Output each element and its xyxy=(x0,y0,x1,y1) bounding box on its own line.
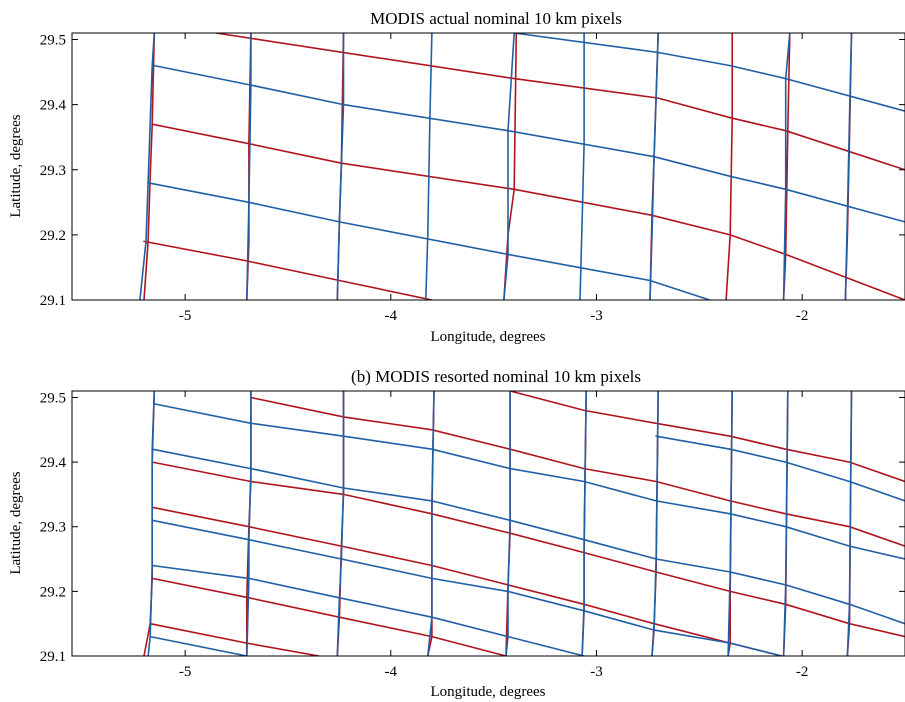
panel-b-series-1-along-lines-6 xyxy=(651,391,660,656)
panel-b-series-1-cross-lines-0 xyxy=(149,635,248,656)
panel-b-ytick-label-2: 29.3 xyxy=(40,520,66,536)
panel-a-series-0-along-lines-5 xyxy=(725,33,734,300)
panel-a-series-1-along-lines-5 xyxy=(579,33,585,300)
panel-b-series-0-cross-lines-1 xyxy=(151,577,507,656)
panel-a-frame xyxy=(71,32,905,301)
panel-b-series-1-cross-lines-3 xyxy=(151,448,905,625)
panel-a-series-1-along-lines-1 xyxy=(246,33,252,300)
panel-b-series-1-cross-lines-4 xyxy=(153,403,905,560)
panel-a-series-1-along-lines-4 xyxy=(503,33,516,300)
panel-b-series-1-along-lines-2 xyxy=(336,391,345,656)
panel-a-series-0-cross-lines-0 xyxy=(143,240,433,300)
panel-a-xtick-label-0: -5 xyxy=(179,308,192,324)
panel-b-ticks: -5 -4 -3 -2 29.1 29.2 29.3 29.4 29.5 xyxy=(40,390,905,680)
panel-b-lines xyxy=(143,391,905,656)
panel-b-series-1-along-lines-0 xyxy=(147,391,156,656)
panel-b-series-1-cross-lines-1 xyxy=(151,564,585,656)
panel-a-series-1-cross-lines-0 xyxy=(147,182,711,300)
panel-a-lines xyxy=(139,33,905,300)
panel-a-series-1-along-lines-8 xyxy=(844,33,853,300)
panel-b-series-1-cross-lines-5 xyxy=(655,435,905,502)
panel-a-ytick-label-1: 29.2 xyxy=(40,228,66,244)
panel-b-ytick-label-4: 29.5 xyxy=(40,390,66,406)
panel-b-ylabel: Latitude, degrees xyxy=(8,471,24,574)
panel-b-series-1-cross-lines-2 xyxy=(151,519,783,656)
panel-b-series-0-cross-lines-4 xyxy=(250,396,905,547)
panel-b-xtick-label-0: -5 xyxy=(179,664,192,680)
panel-b-xlabel: Longitude, degrees xyxy=(431,684,546,700)
panel-a-series-1-along-lines-2 xyxy=(336,33,345,300)
panel-a-ticks: -5 -4 -3 -2 29.1 29.2 29.3 29.4 29.5 xyxy=(40,33,905,324)
panel-b-series-0-cross-lines-3 xyxy=(151,461,905,638)
panel-a-series-1-cross-lines-1 xyxy=(153,64,905,223)
panel-a-series-1-cross-lines-2 xyxy=(513,33,905,112)
panel-a-xtick-label-3: -2 xyxy=(796,308,809,324)
panel-b: (b) MODIS resorted nominal 10 km pixels … xyxy=(8,367,905,700)
panel-b-frame xyxy=(71,390,905,657)
panel-b-series-0-cross-lines-5 xyxy=(509,391,905,483)
panel-a-ytick-label-4: 29.5 xyxy=(40,33,66,49)
panel-b-ytick-label-0: 29.1 xyxy=(40,649,66,665)
panel-a-series-0-along-lines-3 xyxy=(503,33,518,300)
panel-b-series-1-along-lines-9 xyxy=(846,391,853,656)
panel-a-xtick-label-1: -4 xyxy=(385,308,398,324)
panel-a-title: MODIS actual nominal 10 km pixels xyxy=(370,9,622,28)
panel-a-series-0-cross-lines-1 xyxy=(151,123,905,300)
panel-b-xtick-label-1: -4 xyxy=(385,664,398,680)
panel-a-ytick-label-3: 29.4 xyxy=(40,98,67,114)
panel-b-series-0-cross-lines-0 xyxy=(149,622,320,656)
panel-a-series-1-along-lines-7 xyxy=(782,33,791,300)
panel-a-xlabel: Longitude, degrees xyxy=(431,329,546,345)
panel-a-ylabel: Latitude, degrees xyxy=(8,114,24,217)
panel-b-ytick-label-3: 29.4 xyxy=(40,455,67,471)
panel-b-xtick-label-3: -2 xyxy=(796,664,809,680)
panel-a-ytick-label-0: 29.1 xyxy=(40,293,66,309)
panel-a-xtick-label-2: -3 xyxy=(590,308,603,324)
panel-b-title: (b) MODIS resorted nominal 10 km pixels xyxy=(351,367,641,386)
panel-b-series-1-along-lines-1 xyxy=(246,391,252,656)
panel-b-ytick-label-1: 29.2 xyxy=(40,584,66,600)
panel-b-series-1-along-lines-5 xyxy=(581,391,588,656)
panel-b-xtick-label-2: -3 xyxy=(590,664,603,680)
panel-a-series-0-along-lines-0 xyxy=(143,33,156,300)
panel-a-series-0-cross-lines-2 xyxy=(215,33,905,171)
panel-a-series-1-along-lines-6 xyxy=(649,33,660,300)
panel-a-ytick-label-2: 29.3 xyxy=(40,163,66,179)
panel-a: MODIS actual nominal 10 km pixels -5 -4 -3… xyxy=(8,9,905,345)
panel-a-series-1-along-lines-3 xyxy=(424,33,433,300)
